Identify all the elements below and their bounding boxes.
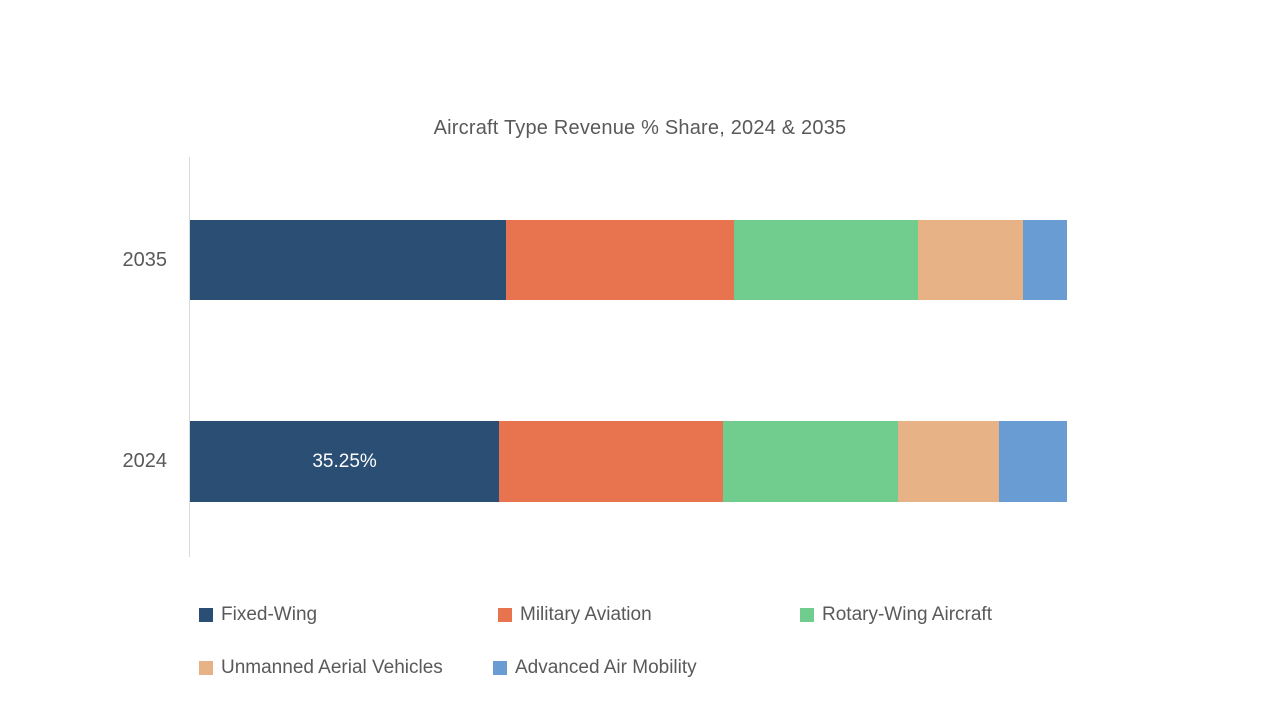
legend-swatch-icon bbox=[498, 608, 512, 622]
bar-segment-2035-fixed-wing bbox=[190, 220, 506, 300]
legend-item-military-aviation: Military Aviation bbox=[498, 604, 800, 626]
legend-label: Fixed-Wing bbox=[221, 604, 318, 625]
bar-track-2024: 35.25% bbox=[190, 421, 1067, 502]
legend-swatch-icon bbox=[493, 661, 507, 675]
bar-track-2035 bbox=[190, 220, 1067, 300]
bar-segment-2035-military-aviation bbox=[505, 220, 734, 300]
legend-swatch-icon bbox=[800, 608, 814, 622]
bar-segment-2035-unmanned-aerial-vehicles bbox=[917, 220, 1024, 300]
category-label-2024: 2024 bbox=[122, 450, 168, 472]
legend-swatch-icon bbox=[199, 661, 213, 675]
bar-segment-2024-rotary-wing-aircraft bbox=[722, 421, 899, 502]
bar-segment-2024-advanced-air-mobility bbox=[999, 421, 1067, 502]
bar-segment-2035-rotary-wing-aircraft bbox=[733, 220, 918, 300]
bar-segment-2024-military-aviation bbox=[499, 421, 723, 502]
y-axis-line bbox=[189, 157, 190, 557]
legend-label: Military Aviation bbox=[520, 604, 652, 625]
legend-item-advanced-air-mobility: Advanced Air Mobility bbox=[493, 657, 697, 679]
legend-row-2: Unmanned Aerial Vehicles Advanced Air Mob… bbox=[199, 654, 697, 682]
legend-label: Unmanned Aerial Vehicles bbox=[221, 657, 443, 678]
data-label-fixed-wing: 35.25% bbox=[312, 450, 377, 472]
bar-segment-2024-fixed-wing: 35.25% bbox=[190, 421, 500, 502]
legend-item-rotary-wing-aircraft: Rotary-Wing Aircraft bbox=[800, 604, 992, 626]
category-label-2035: 2035 bbox=[122, 248, 168, 271]
chart-title: Aircraft Type Revenue % Share, 2024 & 20… bbox=[433, 117, 847, 139]
bar-row-2035: 2035 bbox=[0, 220, 1280, 300]
legend-swatch-icon bbox=[199, 608, 213, 622]
legend-item-unmanned-aerial-vehicles: Unmanned Aerial Vehicles bbox=[199, 657, 493, 679]
legend-row-1: Fixed-Wing Military Aviation Rotary-Wing A… bbox=[199, 601, 992, 629]
legend-label: Advanced Air Mobility bbox=[515, 657, 697, 678]
bar-row-2024: 2024 35.25% bbox=[0, 421, 1280, 502]
legend-label: Rotary-Wing Aircraft bbox=[822, 604, 992, 625]
legend-item-fixed-wing: Fixed-Wing bbox=[199, 604, 498, 626]
bar-segment-2035-advanced-air-mobility bbox=[1023, 220, 1067, 300]
bar-segment-2024-unmanned-aerial-vehicles bbox=[898, 421, 999, 502]
